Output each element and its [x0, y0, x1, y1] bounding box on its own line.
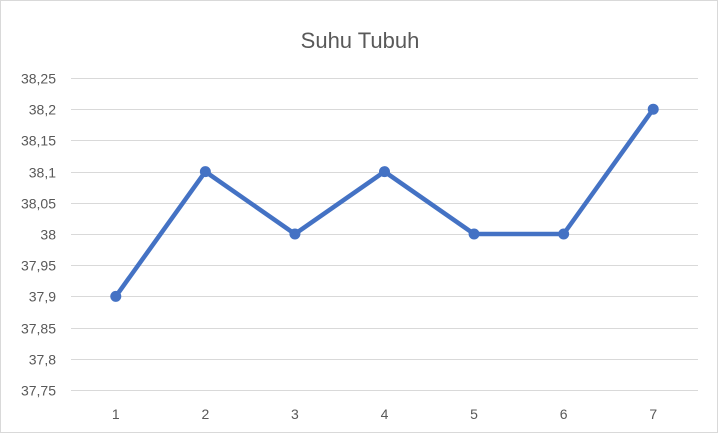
data-point [468, 228, 480, 240]
data-point [558, 228, 570, 240]
y-tick-label: 37,95 [21, 258, 56, 274]
y-tick-label: 38,1 [29, 165, 56, 181]
series-markers [110, 103, 659, 302]
y-tick-label: 38,15 [21, 133, 56, 149]
series-line-path [113, 106, 656, 299]
y-tick-label: 38 [40, 227, 56, 243]
y-tick-label: 38,05 [21, 196, 56, 212]
y-tick-label: 37,8 [29, 352, 56, 368]
data-point [199, 166, 211, 178]
gridlines [71, 78, 698, 391]
y-tick-label: 38,25 [21, 71, 56, 87]
data-point [379, 166, 390, 178]
x-tick-label: 1 [112, 406, 120, 422]
chart-title: Suhu Tubuh [301, 28, 420, 53]
series-line [113, 106, 656, 299]
y-tick-label: 37,85 [21, 321, 56, 337]
x-axis-tick-labels: 1 2 3 4 5 6 7 [112, 406, 657, 422]
x-tick-label: 6 [560, 406, 568, 422]
x-tick-label: 5 [470, 406, 478, 422]
data-point [647, 103, 659, 115]
y-tick-label: 37,75 [21, 383, 56, 399]
x-tick-label: 3 [291, 406, 299, 422]
x-tick-label: 2 [201, 406, 209, 422]
y-tick-label: 37,9 [29, 289, 56, 305]
x-tick-label: 7 [649, 406, 657, 422]
x-tick-label: 4 [381, 406, 389, 422]
y-tick-label: 38,2 [29, 102, 56, 118]
data-point [110, 290, 122, 302]
data-point [289, 228, 301, 240]
y-axis-tick-labels: 37,75 37,8 37,85 37,9 37,95 38 38,05 38,1 38,15 3… [21, 71, 56, 399]
